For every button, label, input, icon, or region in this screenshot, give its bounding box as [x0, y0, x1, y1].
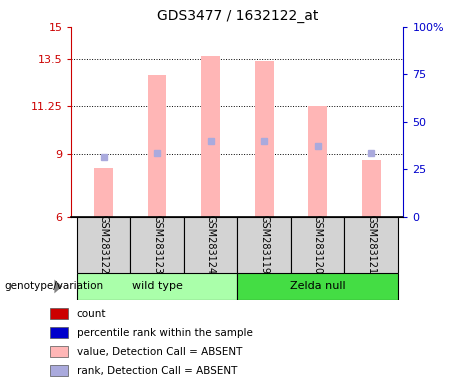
Text: Zelda null: Zelda null — [290, 281, 346, 291]
Text: GSM283123: GSM283123 — [152, 215, 162, 274]
Bar — [50, 308, 68, 319]
Text: wild type: wild type — [132, 281, 183, 291]
Text: count: count — [77, 309, 106, 319]
Text: GSM283120: GSM283120 — [313, 215, 323, 274]
Bar — [130, 217, 184, 273]
Text: percentile rank within the sample: percentile rank within the sample — [77, 328, 253, 338]
Text: GSM283122: GSM283122 — [99, 215, 109, 275]
Title: GDS3477 / 1632122_at: GDS3477 / 1632122_at — [157, 9, 318, 23]
Bar — [291, 217, 344, 273]
Bar — [237, 217, 291, 273]
Bar — [50, 327, 68, 338]
Bar — [77, 273, 237, 300]
Text: value, Detection Call = ABSENT: value, Detection Call = ABSENT — [77, 347, 242, 357]
Bar — [184, 217, 237, 273]
Polygon shape — [54, 280, 62, 293]
Bar — [344, 217, 398, 273]
Bar — [94, 169, 113, 217]
Bar — [50, 365, 68, 376]
Bar — [201, 56, 220, 217]
Bar — [50, 346, 68, 357]
Bar — [148, 76, 166, 217]
Text: GSM283119: GSM283119 — [259, 215, 269, 274]
Text: genotype/variation: genotype/variation — [5, 281, 104, 291]
Text: rank, Detection Call = ABSENT: rank, Detection Call = ABSENT — [77, 366, 237, 376]
Text: GSM283121: GSM283121 — [366, 215, 376, 274]
Bar — [255, 61, 273, 217]
Text: GSM283124: GSM283124 — [206, 215, 216, 274]
Bar — [362, 160, 381, 217]
Bar — [237, 273, 398, 300]
Bar — [308, 106, 327, 217]
Bar — [77, 217, 130, 273]
